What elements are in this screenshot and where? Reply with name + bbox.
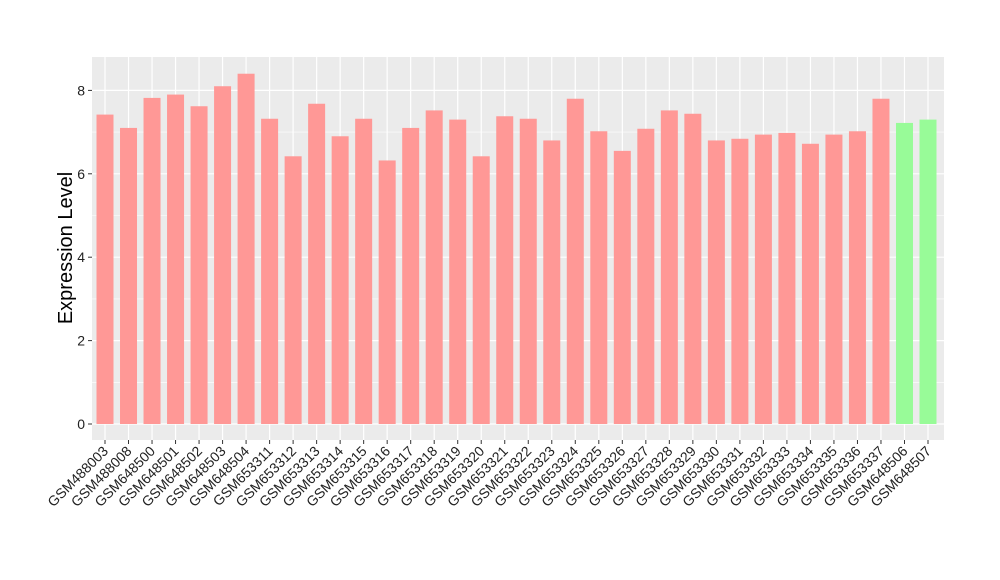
y-tick-label: 0 — [77, 416, 85, 432]
y-tick-label: 2 — [77, 333, 85, 349]
bar-GSM653330 — [707, 140, 725, 424]
bar-GSM653331 — [731, 138, 749, 424]
bar-GSM648506 — [895, 122, 913, 425]
bar-GSM653324 — [566, 98, 584, 425]
bar-GSM653316 — [378, 160, 396, 424]
bar-GSM653320 — [472, 156, 490, 424]
y-tick-label: 6 — [77, 166, 85, 182]
bar-GSM653326 — [613, 150, 631, 425]
bar-GSM653319 — [449, 119, 467, 424]
bar-GSM488003 — [96, 114, 114, 424]
bar-GSM653336 — [848, 131, 866, 425]
bar-GSM653327 — [637, 128, 655, 425]
bar-GSM653311 — [261, 118, 279, 425]
bar-GSM488008 — [120, 127, 138, 425]
bar-GSM653333 — [778, 132, 796, 424]
bar-GSM653335 — [825, 134, 843, 425]
bar-GSM653314 — [331, 136, 349, 424]
bar-GSM648504 — [237, 73, 255, 424]
bar-GSM653318 — [425, 110, 443, 424]
bar-GSM653337 — [872, 98, 890, 425]
bar-GSM648503 — [214, 86, 232, 424]
bar-GSM653323 — [543, 140, 561, 424]
bar-GSM653332 — [754, 134, 772, 425]
y-tick-label: 8 — [77, 82, 85, 98]
bars — [96, 73, 937, 425]
bar-GSM653313 — [308, 103, 326, 424]
x-axis: GSM488003GSM488008GSM648500GSM648501GSM6… — [44, 440, 934, 510]
bar-GSM653317 — [402, 127, 420, 425]
bar-GSM653325 — [590, 131, 608, 425]
y-tick-label: 4 — [77, 249, 85, 265]
bar-GSM653334 — [801, 143, 819, 424]
bar-GSM653315 — [355, 118, 373, 425]
bar-GSM653321 — [496, 116, 514, 424]
y-axis-title: Expression Level — [55, 172, 77, 324]
bar-GSM653328 — [660, 110, 678, 424]
bar-GSM648502 — [190, 106, 208, 424]
bar-GSM653322 — [519, 118, 537, 425]
bar-GSM648507 — [919, 119, 937, 424]
bar-GSM648501 — [167, 94, 185, 424]
bar-GSM653329 — [684, 113, 702, 424]
bar-GSM648500 — [143, 97, 161, 424]
bar-GSM653312 — [284, 156, 302, 424]
y-axis: 0 2 4 6 8 — [77, 82, 92, 432]
